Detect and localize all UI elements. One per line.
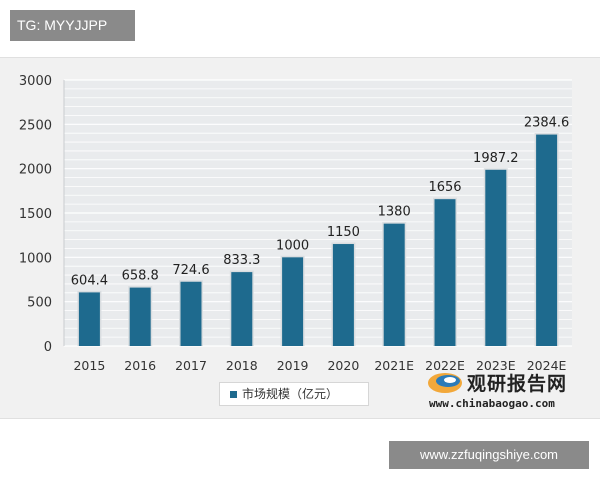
data-label: 1000	[276, 238, 309, 253]
legend-label: 市场规模（亿元）	[242, 387, 339, 401]
bar	[231, 272, 253, 346]
bar	[282, 257, 304, 346]
bar	[485, 169, 507, 346]
bar	[129, 287, 151, 346]
y-tick-label: 1000	[19, 251, 52, 266]
y-tick-label: 2000	[19, 163, 52, 178]
data-label: 724.6	[172, 263, 209, 278]
data-label: 1656	[428, 180, 461, 195]
x-tick-label: 2015	[73, 358, 105, 373]
x-tick-label: 2021E	[374, 358, 414, 373]
bar	[536, 134, 558, 346]
data-label: 1150	[327, 225, 360, 240]
bar	[180, 281, 202, 346]
chart-legend: 市场规模（亿元）	[219, 382, 369, 406]
bar	[332, 244, 354, 346]
data-label: 1987.2	[473, 151, 519, 166]
y-tick-label: 0	[44, 340, 52, 355]
logo-title: 观研报告网	[467, 373, 568, 395]
watermark-top: TG: MYYJJPP	[10, 10, 135, 41]
x-tick-label: 2024E	[527, 358, 567, 373]
y-tick-label: 500	[27, 296, 52, 311]
y-tick-label: 1500	[19, 207, 52, 222]
y-tick-label: 2500	[19, 118, 52, 133]
data-label: 2384.6	[524, 116, 570, 131]
data-label: 658.8	[122, 269, 159, 284]
data-label: 1380	[378, 205, 411, 220]
x-tick-label: 2023E	[476, 358, 516, 373]
logo-url: www.chinabaogao.com	[429, 397, 555, 410]
x-tick-label: 2022E	[425, 358, 465, 373]
x-tick-label: 2017	[175, 358, 207, 373]
x-tick-label: 2016	[124, 358, 156, 373]
bar	[434, 199, 456, 346]
x-tick-label: 2018	[226, 358, 258, 373]
bar	[78, 292, 100, 346]
legend-swatch	[230, 391, 237, 398]
data-label: 604.4	[71, 273, 108, 288]
data-label: 833.3	[223, 253, 260, 268]
x-tick-label: 2020	[327, 358, 359, 373]
y-tick-label: 3000	[19, 74, 52, 89]
watermark-bottom: www.zzfuqingshiye.com	[389, 441, 589, 469]
bar	[383, 223, 405, 346]
x-tick-label: 2019	[277, 358, 309, 373]
logo-swirl-icon	[428, 373, 462, 393]
site-logo: 观研报告网 www.chinabaogao.com	[425, 367, 590, 412]
